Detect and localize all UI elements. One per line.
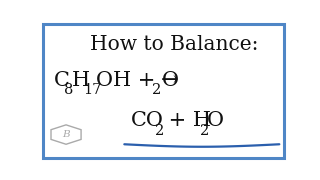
Text: OH + O: OH + O bbox=[96, 71, 179, 90]
Text: 8: 8 bbox=[64, 84, 74, 98]
Text: 2: 2 bbox=[152, 84, 161, 98]
Text: B: B bbox=[62, 130, 70, 139]
Text: H: H bbox=[72, 71, 90, 90]
Text: 17: 17 bbox=[84, 84, 102, 98]
Text: How to Balance:: How to Balance: bbox=[90, 35, 258, 54]
Text: O: O bbox=[207, 111, 224, 130]
Text: CO: CO bbox=[131, 111, 164, 130]
Text: →: → bbox=[161, 71, 179, 90]
Text: 2: 2 bbox=[155, 124, 164, 138]
Text: 2: 2 bbox=[200, 124, 209, 138]
Text: + H: + H bbox=[162, 111, 211, 130]
Text: C: C bbox=[54, 71, 69, 90]
